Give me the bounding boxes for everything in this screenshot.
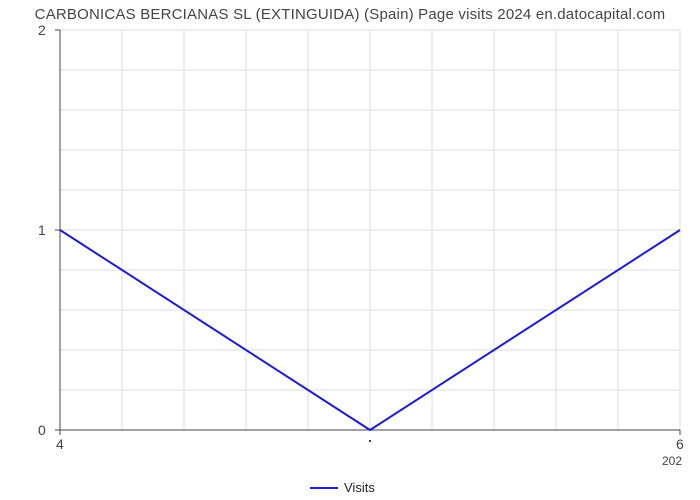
x-axis-minor-mark (369, 440, 371, 442)
y-tick-label: 2 (38, 22, 46, 38)
y-tick-label: 0 (38, 422, 46, 438)
x-tick-label: 6 (676, 436, 684, 452)
chart-plot-svg (60, 30, 680, 430)
y-tick-label: 1 (38, 222, 46, 238)
chart-canvas: CARBONICAS BERCIANAS SL (EXTINGUIDA) (Sp… (0, 0, 700, 500)
legend-label: Visits (344, 480, 375, 495)
chart-title: CARBONICAS BERCIANAS SL (EXTINGUIDA) (Sp… (0, 6, 700, 23)
chart-legend: Visits (310, 480, 375, 495)
x-tick-label: 4 (56, 436, 64, 452)
x-secondary-label: 202 (662, 454, 682, 468)
legend-swatch-icon (310, 487, 338, 489)
